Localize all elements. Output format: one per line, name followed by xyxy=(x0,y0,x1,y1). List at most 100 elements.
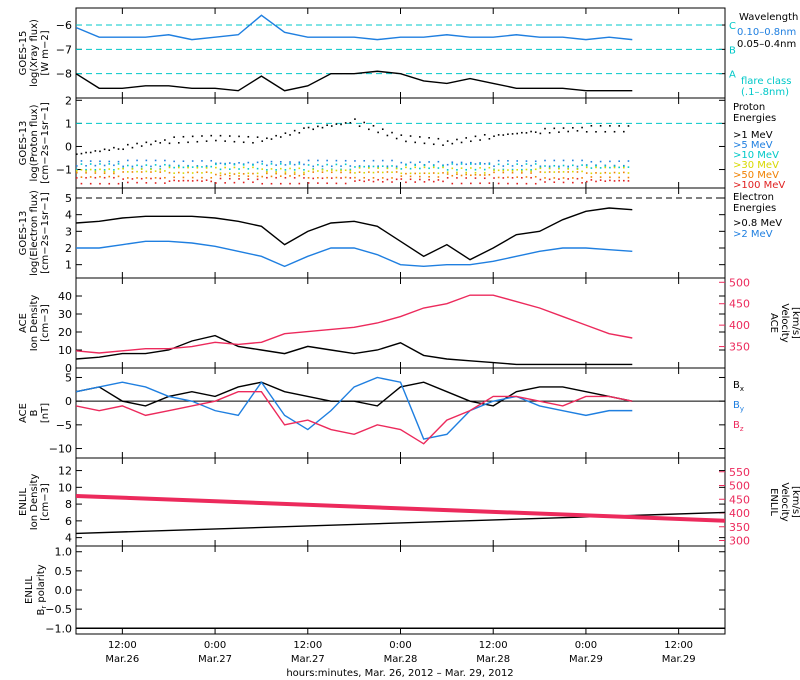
data-point xyxy=(117,160,120,163)
data-point xyxy=(470,174,472,177)
data-point xyxy=(89,163,92,165)
data-point xyxy=(465,168,467,171)
data-point xyxy=(567,165,569,168)
y-tick-label: −8 xyxy=(56,68,72,81)
data-point xyxy=(242,164,245,166)
data-point xyxy=(525,163,528,165)
data-point xyxy=(205,171,208,173)
data-point xyxy=(609,166,611,169)
data-point xyxy=(409,161,412,164)
data-point xyxy=(354,172,356,174)
data-point xyxy=(177,165,180,168)
data-point xyxy=(479,167,481,169)
y-tick-label-right: 350 xyxy=(729,341,750,354)
data-point xyxy=(534,131,537,133)
legend-title: Electron xyxy=(733,192,774,203)
data-point xyxy=(558,131,560,133)
y-tick-label-right: 450 xyxy=(729,298,750,311)
data-point xyxy=(136,181,138,184)
data-point xyxy=(256,178,259,181)
data-point xyxy=(502,168,505,171)
data-point xyxy=(511,165,514,167)
data-point xyxy=(595,166,597,169)
data-point xyxy=(502,171,505,174)
x-tick-label-time: 0:00 xyxy=(575,640,597,651)
data-point xyxy=(488,138,491,140)
data-point xyxy=(423,172,426,175)
data-point xyxy=(261,140,264,142)
data-point xyxy=(150,143,152,146)
data-point xyxy=(395,178,398,181)
data-point xyxy=(117,175,120,178)
data-point xyxy=(623,179,625,182)
data-point xyxy=(502,177,505,179)
y-tick-label: −0.5 xyxy=(45,603,72,616)
data-point xyxy=(437,172,440,175)
data-point xyxy=(488,163,491,166)
data-point xyxy=(275,164,277,166)
data-point xyxy=(391,159,393,162)
data-point xyxy=(284,132,287,134)
data-point xyxy=(284,171,287,173)
data-point xyxy=(219,134,222,137)
data-point xyxy=(317,159,319,162)
data-point xyxy=(85,170,87,172)
y-tick-label-right: 350 xyxy=(729,521,750,534)
data-point xyxy=(474,163,477,165)
data-point xyxy=(126,159,129,162)
legend-entry: 0.05–0.4nm xyxy=(737,39,796,50)
data-point xyxy=(623,130,625,133)
y-axis-label: GOES-13 xyxy=(18,211,29,256)
data-point xyxy=(89,182,92,185)
data-point xyxy=(623,171,625,174)
data-point xyxy=(465,171,467,174)
data-point xyxy=(572,159,574,162)
data-point xyxy=(85,151,87,154)
data-point xyxy=(196,179,199,182)
data-point xyxy=(173,172,175,174)
y-axis-label-right: Velocity xyxy=(779,303,790,342)
series-line xyxy=(76,376,633,440)
data-point xyxy=(604,165,607,167)
data-point xyxy=(363,180,366,183)
data-point xyxy=(409,175,412,178)
data-point xyxy=(405,166,407,169)
data-point xyxy=(340,177,342,179)
data-point xyxy=(521,172,523,174)
data-point xyxy=(298,174,301,177)
data-point xyxy=(113,169,115,171)
legend-entry: >1 MeV xyxy=(733,130,773,141)
data-point xyxy=(400,168,403,170)
data-point xyxy=(80,163,83,165)
data-point xyxy=(113,170,115,173)
data-point xyxy=(451,167,454,170)
data-point xyxy=(562,181,565,184)
data-point xyxy=(108,175,111,178)
data-point xyxy=(562,177,565,179)
y-tick-label: 3 xyxy=(65,225,72,238)
data-point xyxy=(201,176,203,179)
data-point xyxy=(279,136,282,138)
data-point xyxy=(122,165,124,168)
x-tick-label-date: Mar.27 xyxy=(198,654,232,665)
data-point xyxy=(326,163,328,166)
data-point xyxy=(210,159,213,162)
data-point xyxy=(372,125,375,127)
data-point xyxy=(423,142,426,145)
data-point xyxy=(609,160,611,163)
data-point xyxy=(525,168,528,171)
data-point xyxy=(381,177,384,179)
data-point xyxy=(405,181,407,184)
data-point xyxy=(386,134,389,137)
data-point xyxy=(595,172,597,174)
y-tick-label: 10 xyxy=(58,344,72,357)
data-point xyxy=(238,178,240,180)
data-point xyxy=(470,161,472,164)
series-line xyxy=(76,207,633,261)
data-point xyxy=(293,177,296,179)
y-axis-label: log(Xray flux) xyxy=(29,19,40,87)
data-point xyxy=(330,177,333,179)
data-point xyxy=(215,182,217,184)
